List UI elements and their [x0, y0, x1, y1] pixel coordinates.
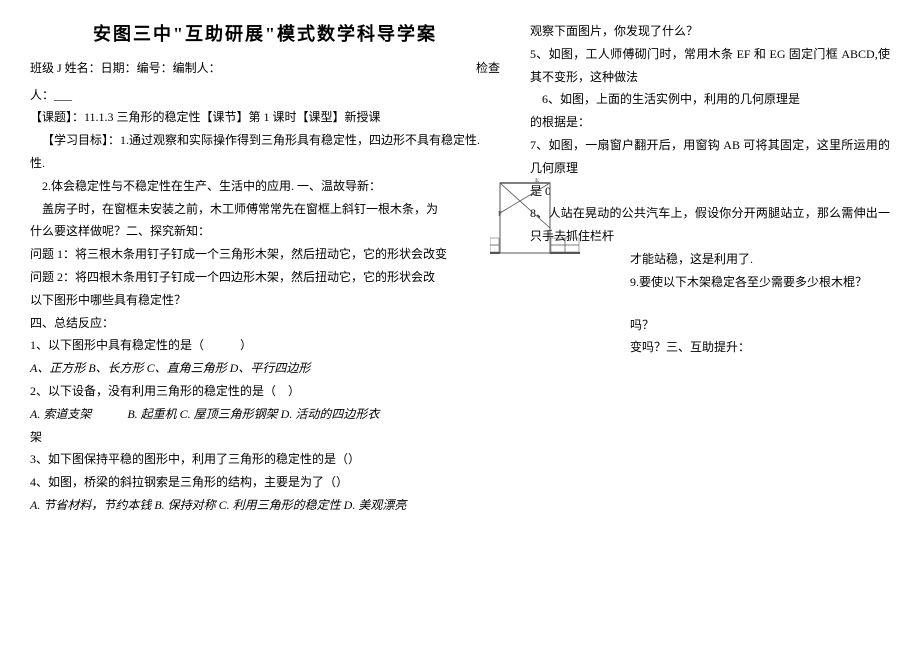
r8: 才能站稳，这是利用了.: [530, 248, 890, 271]
ex2opt2: 架: [30, 426, 500, 449]
door-svg-icon: E F: [490, 178, 580, 268]
sec4: 四、总结反应：: [30, 312, 500, 335]
right-content: 观察下面图片，你发现了什么？ 5、如图，工人师傅砌门时，常用木条 EF 和 EG…: [530, 20, 890, 359]
r9: 9.要使以下木架稳定各至少需要多少根木棍？: [530, 271, 890, 294]
ex2opt: A. 索道支架 B. 起重机 C. 屋顶三角形钢架 D. 活动的四边形衣: [30, 403, 500, 426]
r6: 是 0: [530, 180, 890, 203]
goal-line: 【学习目标】：1.通过观察和实际操作得到三角形具有稳定性，四边形不具有稳定性.: [30, 129, 500, 152]
topic-line: 【课题】：11.1.3 三角形的稳定性【课节】第 1 课时【课型】新授课: [30, 106, 500, 129]
doc-title: 安图三中"互助研展"模式数学科导学案: [30, 20, 500, 46]
ex1opt: A、正方形 B、长方形 C、直角三角形 D、平行四边形: [30, 357, 500, 380]
spacer: [530, 294, 890, 314]
q1: 问题 1：将三根木条用钉子钉成一个三角形木架，然后扭动它，它的形状会改变: [30, 243, 500, 266]
r11: 变吗？三、互助提升：: [530, 336, 890, 359]
r10: 吗？: [530, 314, 890, 337]
svg-text:F: F: [498, 210, 502, 218]
r7: 8、人站在晃动的公共汽车上，假设你分开两腿站立，那么需伸出一只手去抓住栏杆: [530, 202, 890, 248]
r2: 5、如图，工人师傅砌门时，常用木条 EF 和 EG 固定门框 ABCD,使其不变…: [530, 43, 890, 89]
ex4opt: A. 节省材料，节约本钱 B. 保持对称 C. 利用三角形的稳定性 D. 美观漂…: [30, 494, 500, 517]
header-row: 班级 J 姓名：日期：编号：编制人： 检查: [30, 58, 500, 80]
goal2-line: 2.体会稳定性与不稳定性在生产、生活中的应用. 一、温故导新：: [30, 175, 500, 198]
door-diagram: E F: [490, 178, 580, 268]
header-right: 检查: [476, 58, 500, 80]
ex1: 1、以下图形中具有稳定性的是（ ）: [30, 334, 500, 357]
svg-text:E: E: [535, 178, 539, 184]
r1: 观察下面图片，你发现了什么？: [530, 20, 890, 43]
q2b: 以下图形中哪些具有稳定性？: [30, 289, 500, 312]
r4: 的根据是：: [530, 111, 890, 134]
para1: 盖房子时，在窗框未安装之前，木工师傅常常先在窗框上斜钉一根木条，为: [30, 198, 500, 221]
goal-suffix: 性.: [30, 152, 500, 175]
header-left: 班级 J 姓名：日期：编号：编制人：: [30, 58, 221, 80]
r3: 6、如图，上面的生活实例中，利用的几何原理是: [530, 88, 890, 111]
ex3: 3、如下图保持平稳的图形中，利用了三角形的稳定性的是（）: [30, 448, 500, 471]
ex4: 4、如图，桥梁的斜拉钢索是三角形的结构，主要是为了（）: [30, 471, 500, 494]
para2: 什么要这样做呢？二、探究新知：: [30, 220, 500, 243]
q2: 问题 2：将四根木条用钉子钉成一个四边形木架，然后扭动它，它的形状会改: [30, 266, 500, 289]
header-line2: 人：___: [30, 84, 500, 107]
r5: 7、如图，一扇窗户翻开后，用窗钩 AB 可将其固定，这里所运用的几何原理: [530, 134, 890, 180]
right-column: 观察下面图片，你发现了什么？ 5、如图，工人师傅砌门时，常用木条 EF 和 EG…: [530, 20, 890, 517]
left-column: 安图三中"互助研展"模式数学科导学案 班级 J 姓名：日期：编号：编制人： 检查…: [30, 20, 500, 517]
ex2: 2、以下设备，没有利用三角形的稳定性的是（ ）: [30, 380, 500, 403]
document-container: 安图三中"互助研展"模式数学科导学案 班级 J 姓名：日期：编号：编制人： 检查…: [30, 20, 890, 517]
